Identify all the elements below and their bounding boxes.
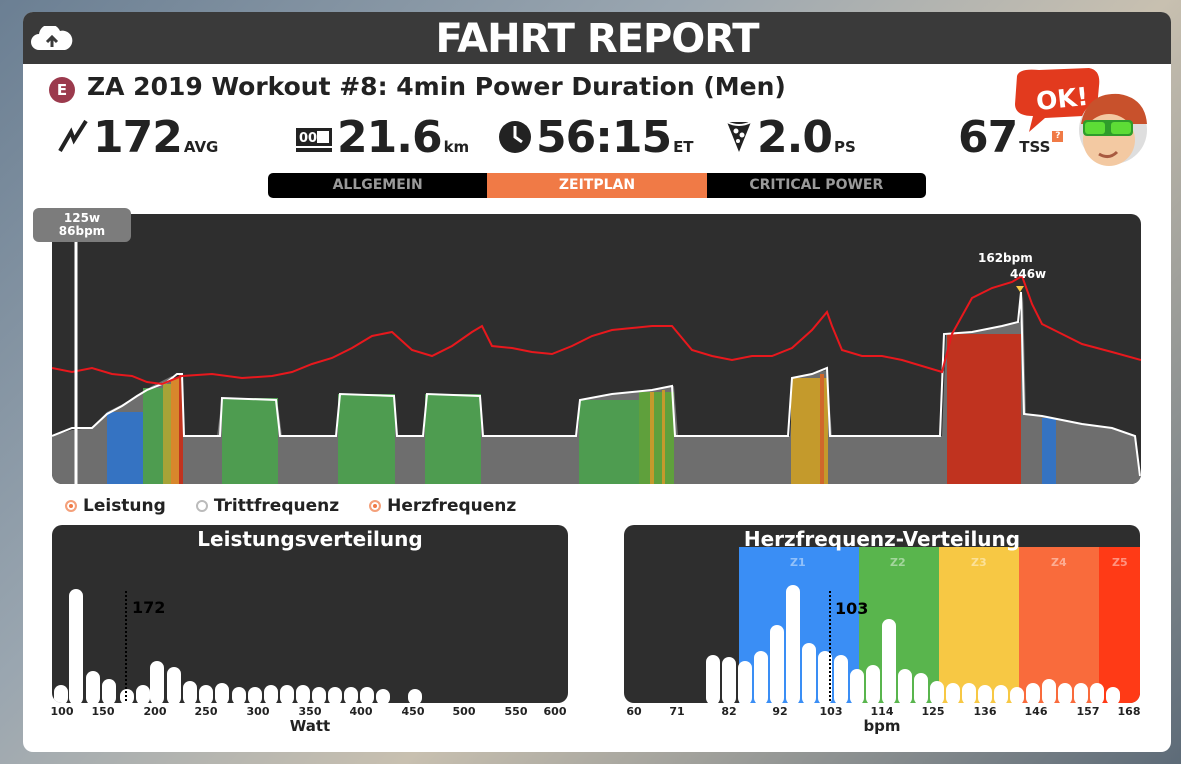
- tss-unit: TSS: [1019, 138, 1051, 156]
- chart-legend: Leistung Trittfrequenz Herzfrequenz: [65, 496, 516, 516]
- stat-elapsed-time: 56:15 ET: [498, 112, 694, 163]
- x-tick: 350: [298, 705, 322, 718]
- x-tick: 168: [1117, 705, 1141, 718]
- peak-hr-label: 162bpm: [978, 251, 1033, 265]
- avatar: OK!: [1009, 68, 1149, 172]
- power-distribution-title: Leistungsverteilung: [197, 527, 423, 551]
- x-tick: 60: [626, 705, 642, 718]
- x-tick: 400: [349, 705, 373, 718]
- x-tick: 92: [772, 705, 788, 718]
- heart-rate-line: [52, 274, 1141, 386]
- zone-3-label: Z3: [971, 556, 987, 569]
- tab-allgemein[interactable]: ALLGEMEIN: [332, 177, 423, 193]
- tss-value: 67: [958, 112, 1018, 163]
- peak-marker: [1016, 286, 1024, 292]
- x-tick: 450: [401, 705, 425, 718]
- elapsed-time-unit: ET: [673, 138, 694, 156]
- cursor-readout: 125w 86bpm: [33, 208, 131, 242]
- power-histogram-bars: [54, 589, 422, 703]
- hr-distribution-chart: Herzfrequenz-Verteilung Z1 Z2 Z3 Z4 Z5: [624, 525, 1140, 703]
- legend-trittfrequenz-label: Trittfrequenz: [213, 496, 340, 516]
- x-tick: 500: [452, 705, 476, 718]
- pizza-unit: PS: [833, 138, 856, 156]
- x-tick: 250: [194, 705, 218, 718]
- page-title: FAHRT REPORT: [435, 16, 759, 62]
- pizza-icon: [726, 121, 752, 152]
- svg-text:00: 00: [299, 131, 317, 146]
- stat-pizza: 2.0 PS: [725, 112, 856, 163]
- avg-power-value: 172: [93, 112, 183, 163]
- title-bar: FAHRT REPORT: [23, 12, 1171, 64]
- zone-1-label: Z1: [790, 556, 806, 569]
- x-tick: 150: [91, 705, 115, 718]
- power-bolt-icon: [58, 119, 88, 153]
- zone-4-label: Z4: [1051, 556, 1067, 569]
- radio-checked-icon[interactable]: [65, 500, 77, 512]
- x-tick: 136: [973, 705, 997, 718]
- ride-report-panel: FAHRT REPORT E ZA 2019 Workout #8: 4min …: [23, 12, 1171, 752]
- hr-x-axis-label: bpm: [863, 717, 901, 735]
- power-distribution-svg: 172: [54, 589, 422, 703]
- zone-3-band: [939, 547, 1019, 703]
- x-tick: 600: [543, 705, 567, 718]
- hr-avg-label: 103: [835, 599, 868, 618]
- zone-5-band: [1099, 547, 1140, 703]
- legend-trittfrequenz[interactable]: Trittfrequenz: [195, 496, 340, 516]
- radio-unchecked-icon[interactable]: [195, 500, 208, 512]
- tab-critical-power[interactable]: CRITICAL POWER: [749, 177, 884, 193]
- stat-distance: 00 21.6 km: [295, 112, 469, 163]
- radio-checked-icon[interactable]: [369, 500, 382, 512]
- x-tick: 157: [1076, 705, 1100, 718]
- legend-herzfrequenz[interactable]: Herzfrequenz: [369, 496, 516, 516]
- cursor-hr: 86bpm: [58, 224, 106, 238]
- hr-distribution-title: Herzfrequenz-Verteilung: [743, 527, 1021, 551]
- workout-level-badge: E: [49, 77, 75, 103]
- legend-herzfrequenz-label: Herzfrequenz: [387, 496, 517, 516]
- x-tick: 146: [1024, 705, 1048, 718]
- timeline-svg: 162bpm 446w: [52, 214, 1141, 484]
- stat-tss: 67 TSS?: [958, 112, 1064, 163]
- cloud-upload-icon[interactable]: [29, 24, 75, 56]
- legend-leistung-label: Leistung: [83, 496, 166, 516]
- distance-value: 21.6: [337, 112, 443, 163]
- power-zone-blocks: [107, 334, 1056, 484]
- peak-power-label: 446w: [1010, 267, 1046, 281]
- legend-leistung[interactable]: Leistung: [65, 496, 166, 516]
- tab-zeitplan[interactable]: ZEITPLAN: [487, 173, 707, 198]
- x-tick: 100: [50, 705, 74, 718]
- x-tick: 114: [870, 705, 894, 718]
- avg-power-unit: AVG: [183, 138, 219, 156]
- power-x-axis-label: Watt: [289, 717, 331, 735]
- zone-4-band: [1019, 547, 1099, 703]
- report-tabs: ALLGEMEIN ZEITPLAN CRITICAL POWER: [268, 173, 926, 198]
- x-tick: 82: [721, 705, 737, 718]
- odometer-icon: 00: [296, 128, 332, 152]
- stat-avg-power: 172 AVG: [57, 112, 218, 163]
- zone-5-label: Z5: [1112, 556, 1128, 569]
- x-tick: 300: [246, 705, 270, 718]
- hr-histogram-bars: [706, 585, 1120, 703]
- distance-unit: km: [443, 138, 470, 156]
- pizza-value: 2.0: [757, 112, 833, 163]
- ok-bubble-text: OK!: [1035, 82, 1090, 116]
- timeline-chart[interactable]: 162bpm 446w: [52, 214, 1141, 484]
- hr-distribution-svg: Z1 Z2 Z3 Z4 Z5: [706, 547, 1140, 703]
- x-tick: 125: [921, 705, 945, 718]
- power-avg-label: 172: [132, 598, 165, 617]
- zone-2-label: Z2: [890, 556, 906, 569]
- tss-help-icon[interactable]: ?: [1052, 131, 1064, 142]
- elapsed-time-value: 56:15: [536, 112, 672, 163]
- x-tick: 71: [669, 705, 685, 718]
- cursor-power: 125w: [63, 211, 101, 225]
- x-tick: 200: [143, 705, 167, 718]
- x-tick: 550: [504, 705, 528, 718]
- clock-icon: [499, 121, 531, 153]
- workout-title: ZA 2019 Workout #8: 4min Power Duration …: [87, 72, 786, 101]
- x-tick: 103: [819, 705, 843, 718]
- power-distribution-chart: Leistungsverteilung: [52, 525, 568, 703]
